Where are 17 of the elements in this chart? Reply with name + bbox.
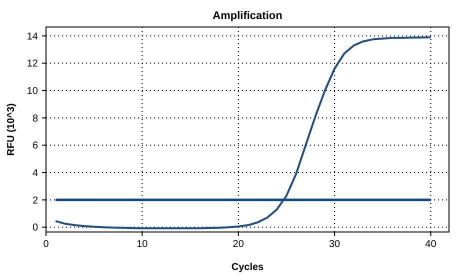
y-tick-label: 4 (32, 168, 38, 180)
x-tick-label: 20 (232, 239, 244, 250)
x-tick-label: 0 (43, 239, 50, 250)
y-tick-label: 12 (26, 58, 38, 70)
y-axis-title: RFU (10^3) (6, 103, 17, 156)
x-tick-label: 10 (136, 239, 148, 250)
x-axis-title: Cycles (231, 262, 264, 273)
y-tick-label: 8 (32, 113, 38, 124)
line-series (54, 36, 432, 230)
chart-title: Amplification (212, 10, 283, 22)
x-tick-label: 30 (328, 239, 341, 250)
y-tick-label: 14 (26, 31, 38, 42)
y-tick-label: 6 (32, 140, 38, 152)
y-tick-label: 0 (32, 222, 38, 234)
x-tick-label: 40 (425, 239, 437, 250)
y-tick-label: 2 (32, 195, 38, 206)
y-tick-label: 10 (26, 86, 38, 98)
